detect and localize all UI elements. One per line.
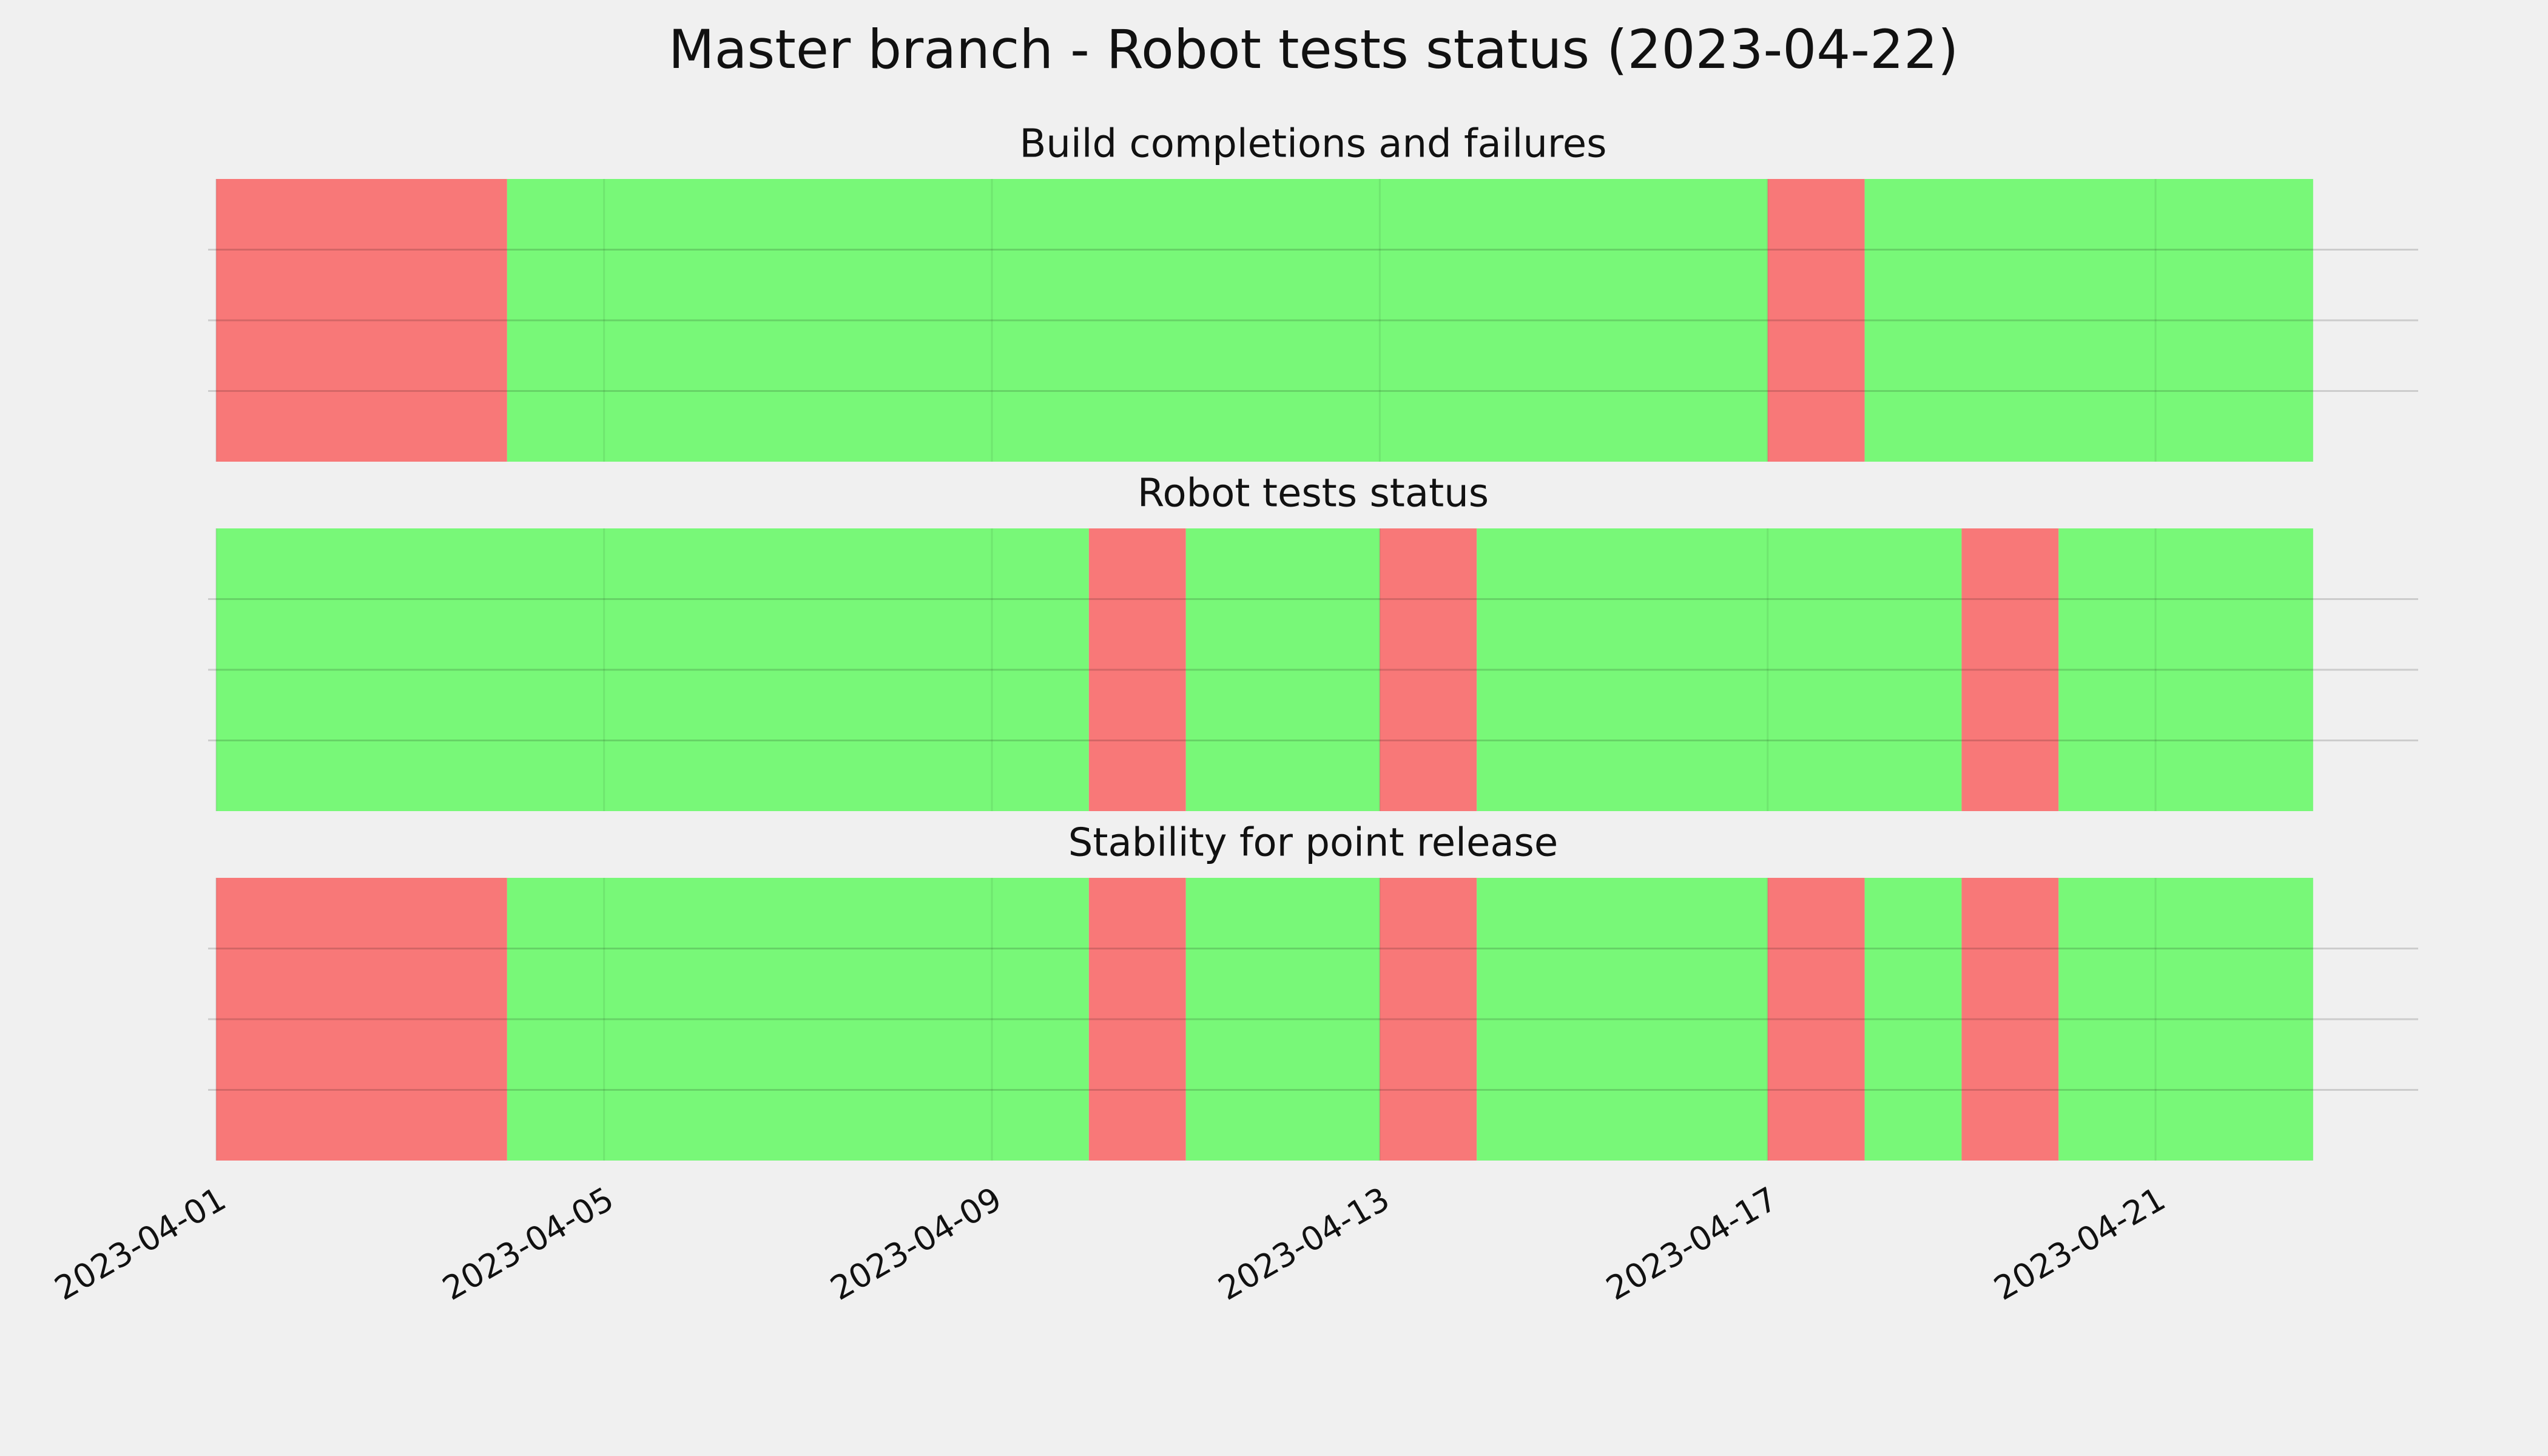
status-segment <box>1088 878 1186 1161</box>
status-segment <box>2058 528 2313 811</box>
status-segment <box>1767 179 1865 462</box>
status-segment <box>216 528 1089 811</box>
status-segment <box>216 878 507 1161</box>
subplot-title: Stability for point release <box>1068 821 1559 866</box>
subplot-title: Robot tests status <box>1138 471 1489 516</box>
status-segment <box>1185 528 1380 811</box>
status-segment <box>1185 878 1380 1161</box>
status-segment <box>507 878 1089 1161</box>
figure-title: Master branch - Robot tests status (2023… <box>669 18 1959 81</box>
subplot-title: Build completions and failures <box>1020 122 1607 167</box>
status-segment <box>1477 878 1768 1161</box>
status-segment <box>1961 528 2059 811</box>
status-segment <box>1864 878 1962 1161</box>
status-segment <box>216 179 507 462</box>
status-segment <box>507 179 1768 462</box>
status-segment <box>1380 528 1477 811</box>
status-segment <box>1477 528 1962 811</box>
status-segment <box>1088 528 1186 811</box>
status-segment <box>1864 179 2313 462</box>
status-segment <box>1380 878 1477 1161</box>
status-segment <box>1961 878 2059 1161</box>
status-segment <box>1767 878 1865 1161</box>
status-segment <box>2058 878 2313 1161</box>
